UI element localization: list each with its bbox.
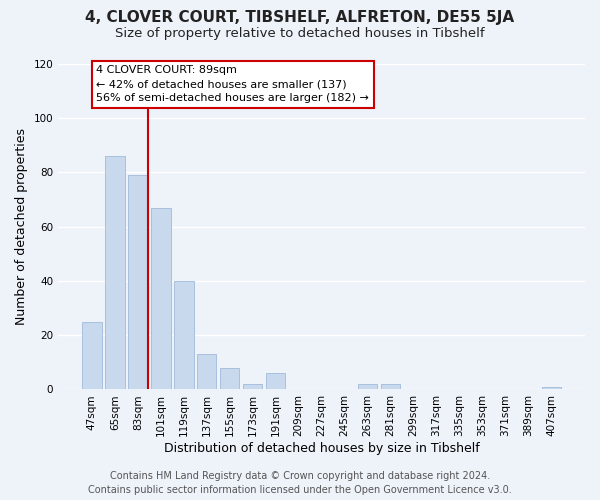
- X-axis label: Distribution of detached houses by size in Tibshelf: Distribution of detached houses by size …: [164, 442, 479, 455]
- Y-axis label: Number of detached properties: Number of detached properties: [15, 128, 28, 325]
- Bar: [105, 156, 125, 390]
- Bar: [266, 373, 286, 390]
- Bar: [82, 322, 101, 390]
- Bar: [220, 368, 239, 390]
- Bar: [381, 384, 400, 390]
- Text: Contains HM Land Registry data © Crown copyright and database right 2024.
Contai: Contains HM Land Registry data © Crown c…: [88, 471, 512, 495]
- Text: 4 CLOVER COURT: 89sqm
← 42% of detached houses are smaller (137)
56% of semi-det: 4 CLOVER COURT: 89sqm ← 42% of detached …: [97, 66, 370, 104]
- Bar: [151, 208, 170, 390]
- Bar: [243, 384, 262, 390]
- Text: 4, CLOVER COURT, TIBSHELF, ALFRETON, DE55 5JA: 4, CLOVER COURT, TIBSHELF, ALFRETON, DE5…: [85, 10, 515, 25]
- Bar: [128, 175, 148, 390]
- Text: Size of property relative to detached houses in Tibshelf: Size of property relative to detached ho…: [115, 28, 485, 40]
- Bar: [174, 281, 194, 390]
- Bar: [197, 354, 217, 390]
- Bar: [358, 384, 377, 390]
- Bar: [542, 386, 561, 390]
